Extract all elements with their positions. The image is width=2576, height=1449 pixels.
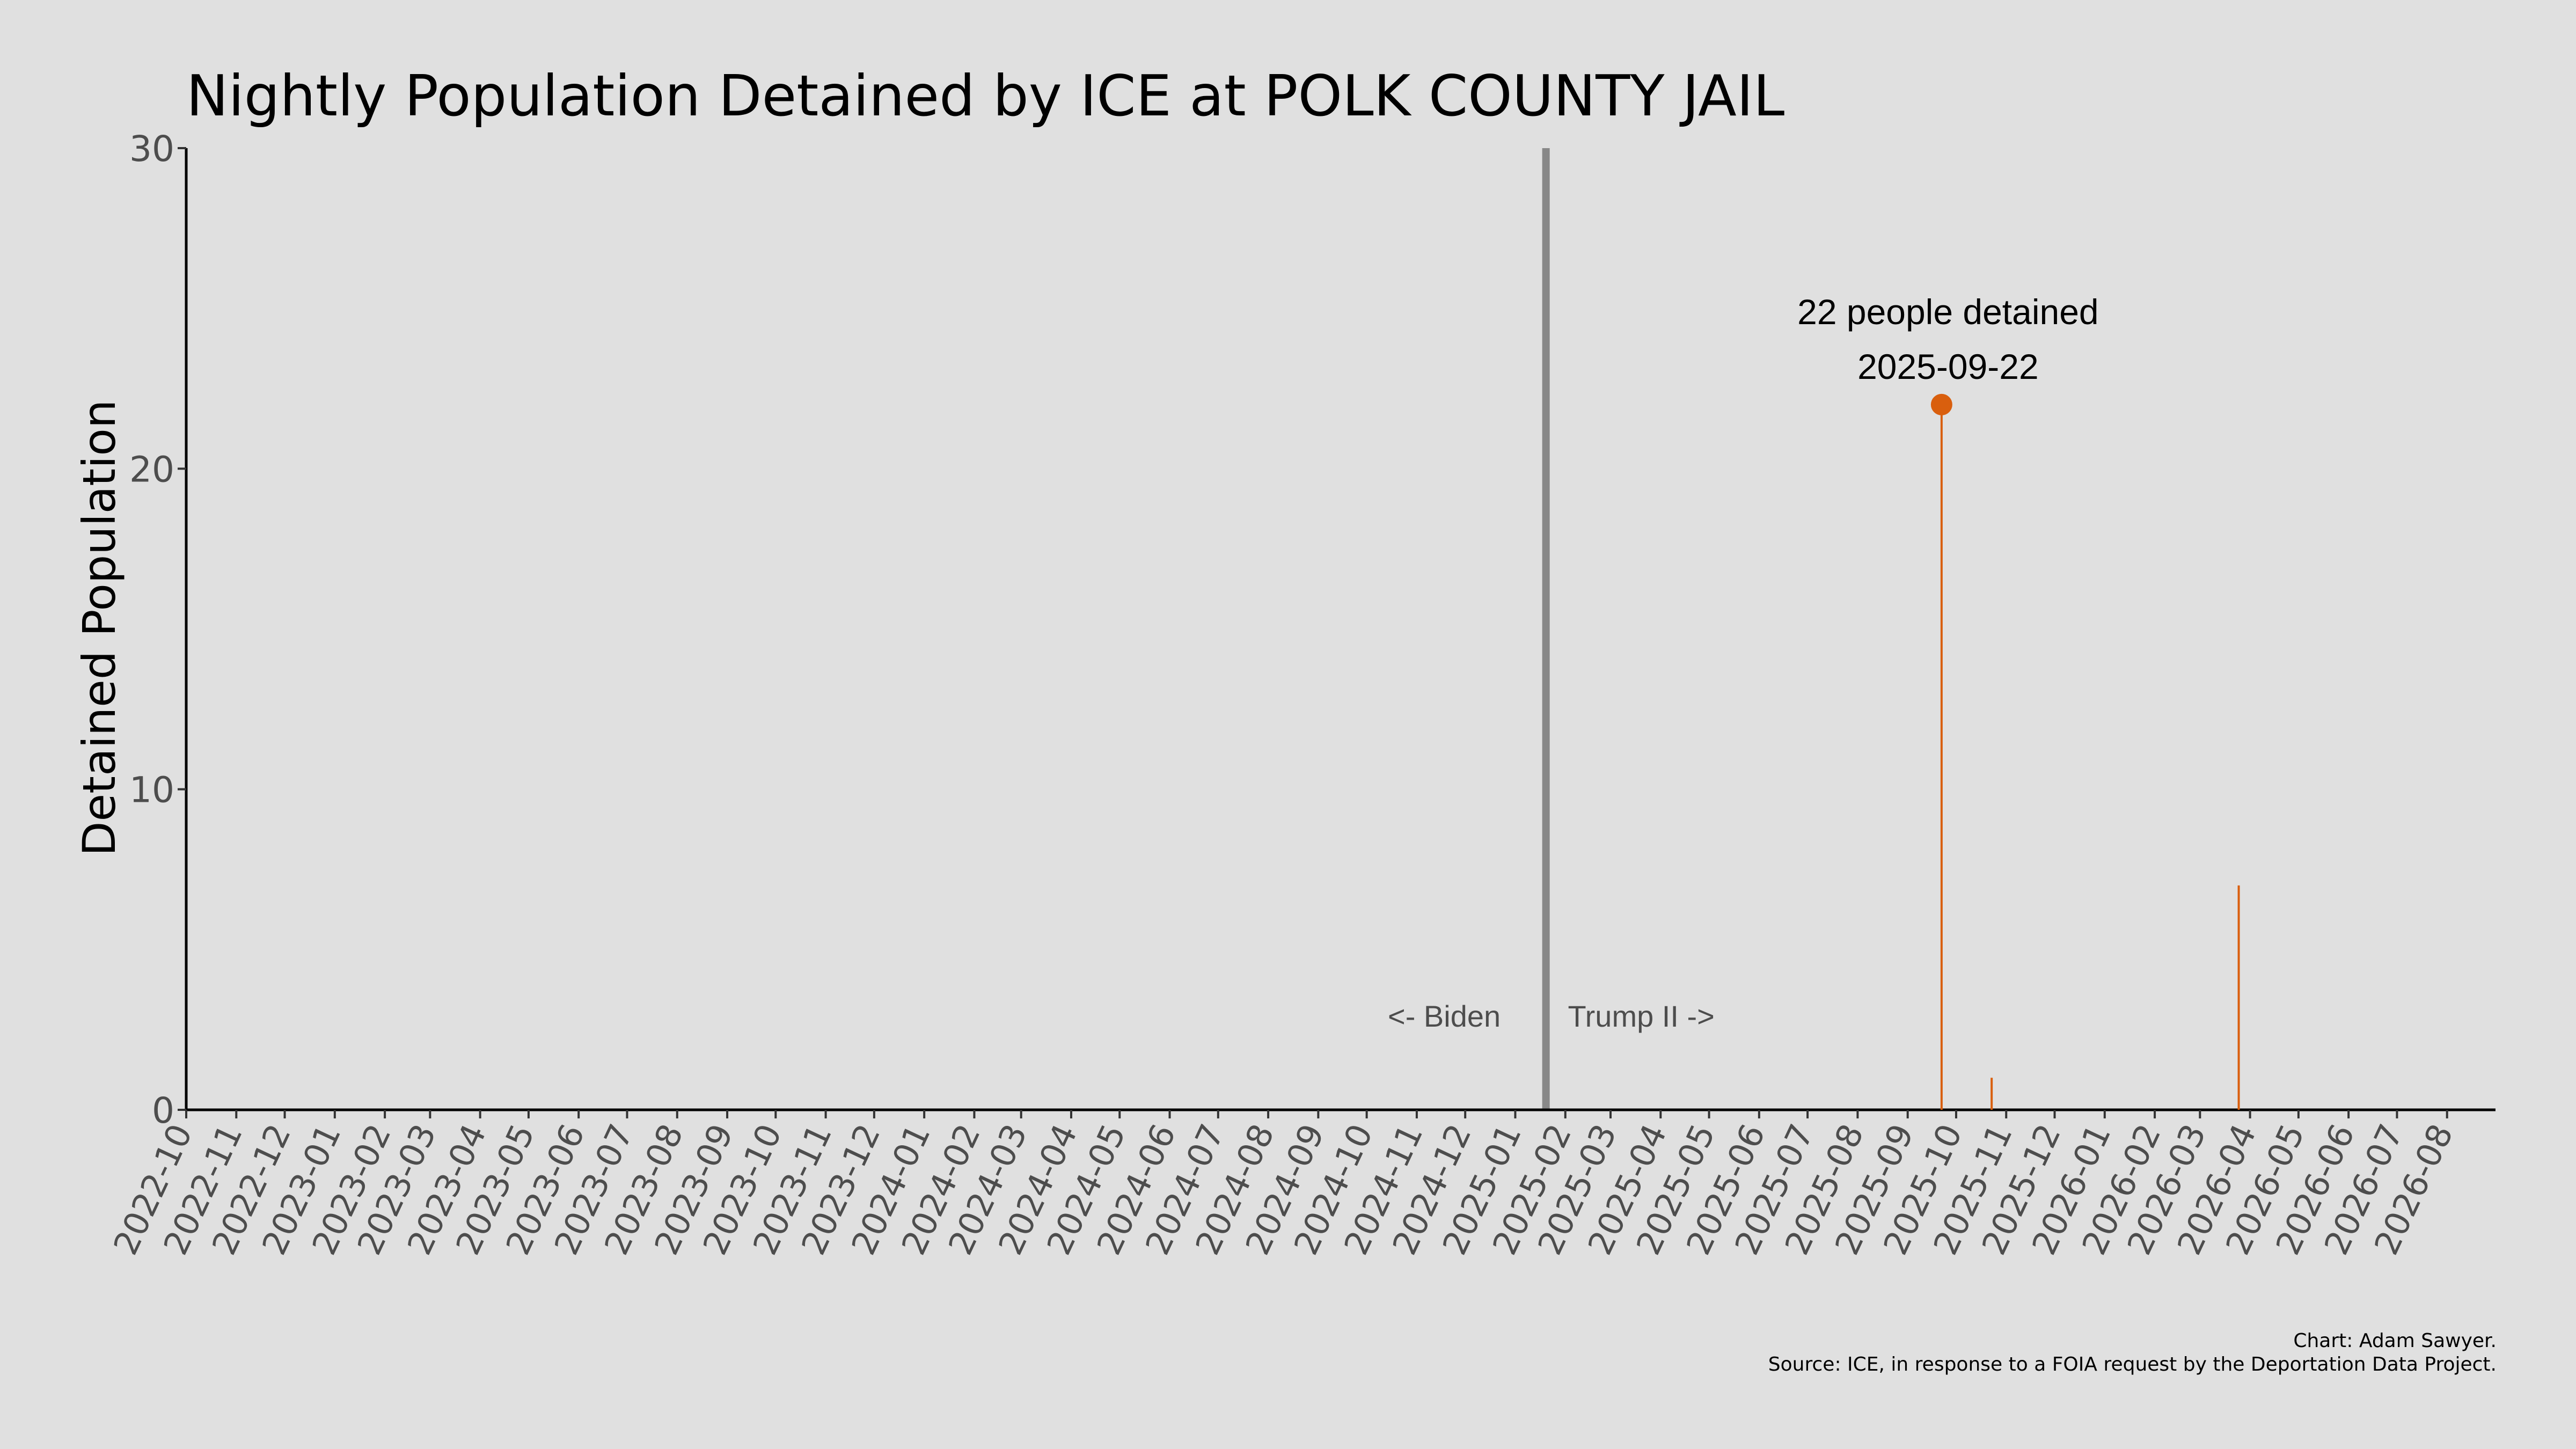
chart-source: Source: ICE, in response to a FOIA reque… bbox=[1768, 1353, 2497, 1375]
peak-label-count: 22 people detained bbox=[1797, 292, 2099, 332]
y-tick-label: 10 bbox=[129, 770, 174, 811]
y-tick-label: 30 bbox=[129, 128, 174, 170]
y-tick-label: 20 bbox=[129, 449, 174, 490]
y-tick-label: 0 bbox=[152, 1090, 174, 1131]
chart-credit: Chart: Adam Sawyer. bbox=[2293, 1330, 2497, 1352]
peak-label-date: 2025-09-22 bbox=[1857, 347, 2039, 386]
chart-title: Nightly Population Detained by ICE at PO… bbox=[186, 63, 1785, 129]
biden-annotation: <- Biden bbox=[1388, 999, 1501, 1033]
peak-point bbox=[1930, 393, 1952, 415]
trump-annotation: Trump II -> bbox=[1568, 999, 1715, 1033]
